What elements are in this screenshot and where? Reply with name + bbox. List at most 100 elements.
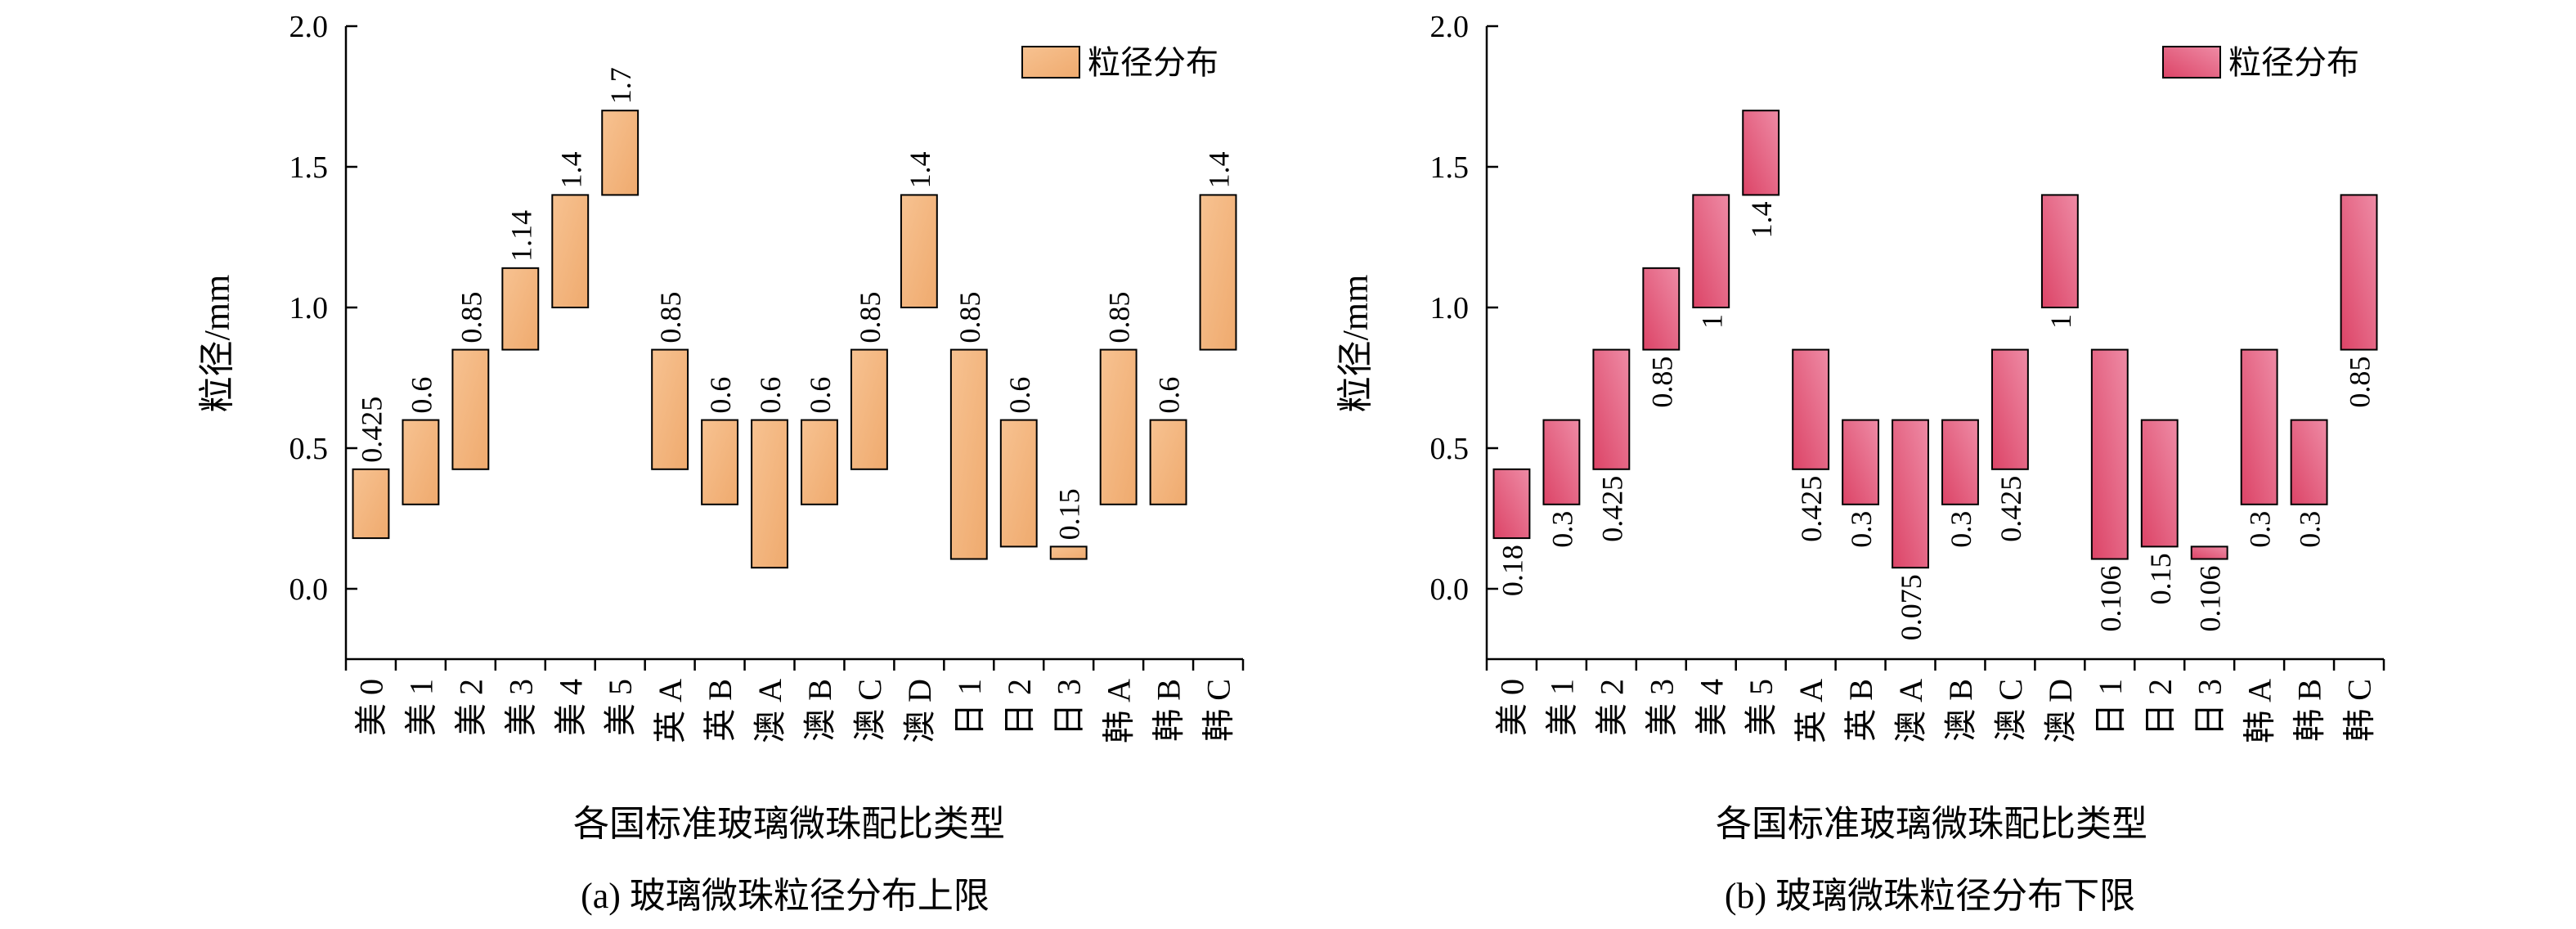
- data-label: 0.3: [2244, 511, 2277, 548]
- data-label: 0.18: [1496, 545, 1528, 596]
- range-bar: [1492, 468, 1531, 540]
- range-bar: [501, 267, 540, 351]
- x-tick-label: 美 2: [452, 679, 489, 736]
- x-tick-label: 韩 A: [1101, 679, 1138, 743]
- x-tick-label: 韩 B: [1151, 679, 1187, 742]
- x-tick-label: 美 0: [1493, 679, 1530, 736]
- range-bar: [1990, 348, 2029, 470]
- range-bar: [1742, 110, 1780, 196]
- range-bar: [1842, 419, 1880, 505]
- legend-swatch: [2162, 46, 2221, 79]
- range-bar: [701, 419, 739, 505]
- x-tick-label: 日 2: [2142, 679, 2179, 736]
- range-bar: [1642, 267, 1681, 351]
- range-bar: [1049, 545, 1088, 560]
- figure-caption: (b) 玻璃微珠粒径分布下限: [1725, 876, 2135, 916]
- range-bar: [751, 419, 788, 569]
- data-label: 1: [2044, 314, 2077, 329]
- data-label: 0.85: [1645, 357, 1678, 408]
- x-tick-label: 美 1: [1543, 679, 1580, 736]
- data-label: 1.4: [554, 151, 587, 188]
- range-bar: [2090, 348, 2129, 560]
- x-axis-title: 各国标准玻璃微珠配比类型: [573, 804, 1005, 844]
- range-bar: [801, 419, 838, 505]
- data-label: 0.425: [1795, 476, 1828, 542]
- range-bar: [1692, 194, 1730, 308]
- x-tick-label: 澳 C: [851, 679, 888, 742]
- x-tick-label: 英 A: [1793, 679, 1829, 743]
- y-tick-label: 0.0: [1430, 572, 1470, 607]
- x-tick-label: 日 2: [1001, 679, 1038, 736]
- range-bar: [1892, 419, 1929, 569]
- data-label: 0.6: [804, 377, 837, 414]
- data-label: 0.15: [1053, 488, 1086, 540]
- x-tick-label: 美 3: [1643, 679, 1680, 736]
- data-label: 0.3: [1845, 511, 1878, 548]
- x-tick-label: 英 A: [652, 679, 689, 743]
- data-label: 0.3: [1945, 511, 1977, 548]
- y-tick-label: 0.0: [289, 572, 329, 607]
- range-bar: [1199, 194, 1237, 351]
- x-tick-label: 澳 A: [752, 679, 788, 743]
- legend-label: 粒径分布: [1088, 44, 1218, 81]
- y-tick-label: 0.5: [289, 432, 329, 466]
- x-tick-label: 澳 A: [1892, 679, 1929, 743]
- x-tick-label: 美 5: [1743, 679, 1779, 736]
- y-tick-label: 1.5: [289, 150, 329, 185]
- y-tick-label: 0.5: [1430, 432, 1470, 466]
- range-bar: [551, 194, 590, 308]
- data-label: 0.075: [1895, 574, 1928, 640]
- data-label: 0.425: [355, 397, 388, 463]
- data-label: 1.4: [1745, 201, 1778, 238]
- x-tick-label: 英 B: [1842, 679, 1879, 742]
- range-bar: [651, 348, 689, 470]
- range-bar: [999, 419, 1038, 548]
- x-tick-label: 美 4: [552, 679, 589, 736]
- x-tick-label: 美 1: [402, 679, 439, 736]
- data-label: 0.85: [1103, 292, 1136, 343]
- chart-panel-b: 粒径/mm 各国标准玻璃微珠配比类型 (b) 玻璃微珠粒径分布下限 粒径分布 0…: [1335, 10, 2385, 916]
- range-bar: [352, 468, 390, 540]
- x-tick-label: 澳 D: [901, 679, 938, 743]
- legend: 粒径分布: [1021, 44, 1218, 81]
- x-tick-label: 英 B: [702, 679, 738, 742]
- x-tick-label: 韩 B: [2291, 679, 2328, 742]
- x-tick-label: 美 2: [1593, 679, 1630, 736]
- x-tick-label: 澳 B: [801, 679, 838, 742]
- range-bar: [900, 194, 938, 308]
- x-axis-title: 各国标准玻璃微珠配比类型: [1716, 804, 2147, 844]
- data-label: 0.3: [2294, 511, 2327, 548]
- data-label: 0.425: [1595, 476, 1628, 542]
- data-label: 0.6: [754, 377, 787, 414]
- data-label: 1: [1695, 314, 1728, 329]
- x-tick-label: 韩 A: [2242, 679, 2278, 743]
- x-tick-label: 美 4: [1693, 679, 1730, 736]
- range-bar: [1792, 348, 1830, 470]
- x-tick-label: 澳 C: [1992, 679, 2029, 742]
- data-label: 1.4: [1203, 151, 1236, 188]
- range-bar: [1542, 419, 1581, 505]
- range-bar: [1149, 419, 1187, 505]
- range-bar: [850, 348, 888, 470]
- x-tick-label: 美 0: [352, 679, 389, 736]
- range-bar: [2140, 419, 2179, 548]
- range-bar: [949, 348, 988, 560]
- x-tick-label: 韩 C: [2341, 679, 2378, 742]
- data-label: 1.7: [604, 67, 637, 104]
- data-label: 0.85: [954, 292, 986, 343]
- range-bar: [1099, 348, 1138, 505]
- data-label: 0.85: [654, 292, 687, 343]
- y-tick-label: 1.5: [1430, 150, 1470, 185]
- legend-swatch: [1021, 46, 1080, 79]
- y-axis-title: 粒径/mm: [1335, 275, 1376, 413]
- range-bar: [2290, 419, 2328, 505]
- x-tick-label: 日 3: [1051, 679, 1088, 736]
- x-tick-label: 日 1: [951, 679, 988, 736]
- data-label: 0.15: [2144, 553, 2177, 604]
- chart-panel-a: 粒径/mm 各国标准玻璃微珠配比类型 (a) 玻璃微珠粒径分布上限 粒径分布 0…: [197, 10, 1245, 916]
- range-bar: [451, 348, 490, 470]
- range-bar: [2190, 545, 2228, 560]
- data-label: 0.425: [1995, 476, 2027, 542]
- range-bar: [402, 419, 440, 505]
